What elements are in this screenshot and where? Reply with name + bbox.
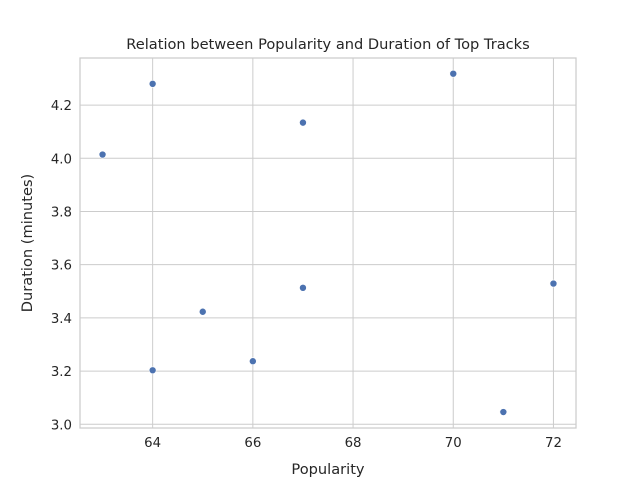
y-tick-label: 3.6 bbox=[51, 259, 72, 274]
scatter-point bbox=[249, 357, 257, 366]
y-tick-label: 3.8 bbox=[51, 205, 72, 220]
plot-area-frame bbox=[79, 57, 577, 429]
grid-lines bbox=[80, 58, 576, 428]
scatter-point bbox=[198, 307, 207, 316]
scatter-point bbox=[499, 408, 508, 416]
x-tick-label: 72 bbox=[545, 436, 562, 451]
scatter-point bbox=[299, 118, 307, 127]
chart-title: Relation between Popularity and Duration… bbox=[126, 36, 529, 53]
y-tick-label: 3.0 bbox=[51, 418, 72, 433]
scatter-point bbox=[549, 279, 558, 288]
y-tick-labels: 3.0 3.2 3.4 3.6 3.8 4.0 4.2 bbox=[51, 99, 72, 433]
x-axis-label: Popularity bbox=[291, 461, 364, 478]
y-tick-label: 3.4 bbox=[51, 312, 72, 327]
scatter-point bbox=[148, 80, 157, 88]
x-tick-label: 66 bbox=[244, 436, 261, 451]
scatter-point bbox=[98, 150, 107, 159]
scatter-point bbox=[148, 366, 157, 375]
y-tick-label: 4.0 bbox=[51, 152, 72, 167]
data-points bbox=[98, 69, 558, 416]
scatter-point bbox=[449, 69, 458, 78]
x-tick-label: 68 bbox=[345, 436, 362, 451]
y-tick-label: 3.2 bbox=[51, 365, 72, 380]
x-tick-labels: 64 66 68 70 72 bbox=[144, 436, 562, 451]
scatter-point bbox=[299, 284, 307, 292]
y-axis-label: Duration (minutes) bbox=[19, 174, 36, 312]
y-tick-label: 4.2 bbox=[51, 99, 72, 114]
x-tick-label: 64 bbox=[144, 436, 161, 451]
x-tick-label: 70 bbox=[445, 436, 462, 451]
